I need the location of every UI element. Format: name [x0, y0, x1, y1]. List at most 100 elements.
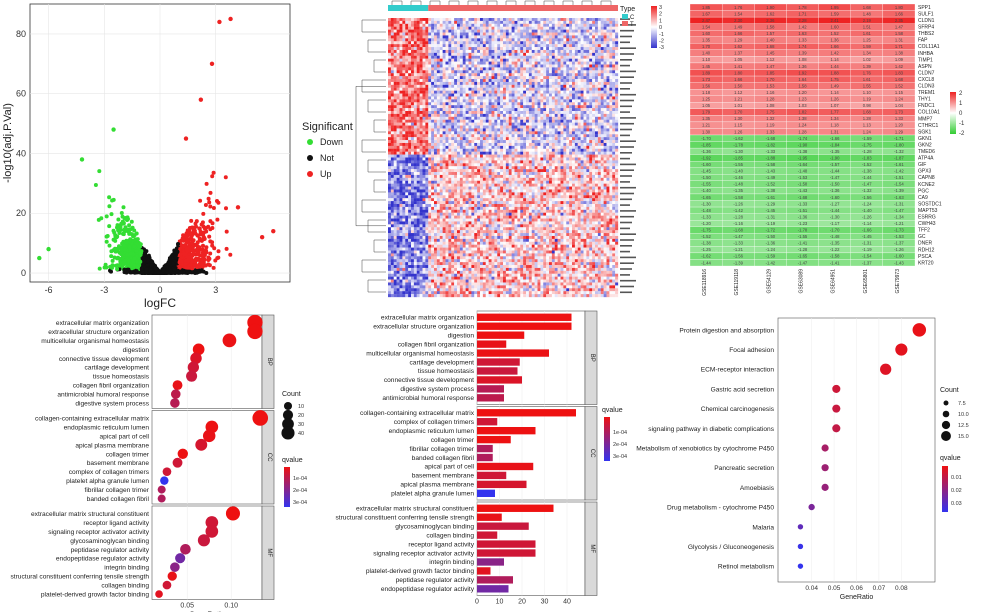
legend-swatch	[307, 155, 313, 161]
heatmap-cell	[531, 49, 535, 54]
volcano-point	[128, 237, 133, 242]
heatmap-cell	[549, 18, 553, 22]
heatmap-cell	[485, 38, 489, 42]
heatmap-cell	[485, 35, 489, 39]
heatmap-cell	[388, 41, 392, 45]
heatmap-cell	[580, 64, 584, 68]
volcano-point	[93, 183, 98, 187]
heatmap-cell	[557, 38, 561, 42]
volcano-point	[124, 217, 129, 221]
heatmap-cell	[411, 58, 415, 62]
heatmap-cell	[600, 70, 604, 74]
heatmap-cell	[563, 52, 567, 56]
heatmap-cell	[566, 99, 570, 103]
heatmap-cell	[388, 38, 392, 42]
heatmap-cell	[531, 84, 535, 88]
heatmap-cell	[514, 99, 518, 103]
heatmap-cell	[396, 47, 400, 51]
heatmap-cell	[419, 70, 423, 74]
heatmap-cell	[523, 41, 527, 45]
heatmap-cell	[451, 20, 455, 24]
heatmap-cell	[480, 41, 484, 45]
heatmap-cell	[517, 96, 521, 100]
heatmap-cell	[526, 67, 530, 71]
heatmap-cell	[566, 58, 570, 62]
heatmap-cell	[520, 49, 524, 54]
heatmap-cell	[434, 23, 438, 27]
heatmap-cell	[523, 44, 527, 48]
heatmap-cell	[425, 18, 429, 22]
heatmap-cell	[405, 67, 409, 71]
heatmap-cell	[534, 55, 538, 59]
heatmap-cell	[609, 58, 613, 62]
heatmap-cell	[454, 49, 458, 54]
heatmap-cell	[477, 23, 481, 27]
heatmap-cell	[603, 76, 607, 80]
heatmap-cell	[603, 64, 607, 68]
heatmap-cell	[560, 67, 564, 71]
heatmap-cell	[592, 26, 596, 30]
heatmap-cell	[459, 90, 463, 94]
heatmap-cell	[396, 73, 400, 77]
heatmap-cell	[477, 61, 481, 65]
heatmap-cell	[537, 76, 541, 80]
heatmap-cell	[480, 79, 484, 83]
heatmap-cell	[543, 61, 547, 65]
heatmap-cell	[589, 38, 593, 42]
heatmap-cell	[540, 61, 544, 65]
heatmap-cell	[402, 47, 406, 51]
heatmap-cell	[471, 67, 475, 71]
heatmap-cell	[408, 61, 412, 65]
heatmap-cell	[494, 20, 498, 24]
heatmap-cell	[526, 76, 530, 80]
heatmap-cell	[488, 84, 492, 88]
heatmap-cell	[480, 58, 484, 62]
heatmap-cell	[471, 70, 475, 74]
heatmap-cell	[586, 67, 590, 71]
heatmap-cell	[459, 99, 463, 103]
heatmap-cell	[534, 81, 538, 85]
heatmap-cell	[474, 102, 478, 106]
heatmap-cell	[419, 41, 423, 45]
volcano-point	[139, 266, 144, 271]
heatmap-cell	[600, 38, 604, 42]
heatmap-cell	[560, 18, 564, 22]
heatmap-cell	[428, 23, 432, 27]
heatmap-cell	[477, 35, 481, 39]
volcano-point	[117, 263, 122, 268]
volcano-point	[195, 265, 200, 269]
heatmap-cell	[580, 41, 584, 45]
heatmap-cell	[511, 20, 515, 24]
heatmap-cells	[388, 18, 619, 298]
heatmap-cell	[431, 96, 435, 100]
heatmap-cell	[600, 58, 604, 62]
heatmap-cell	[609, 76, 613, 80]
heatmap-cell	[480, 61, 484, 65]
heatmap-cell	[448, 96, 452, 100]
heatmap-cell	[514, 58, 518, 62]
heatmap-cell	[497, 93, 501, 97]
heatmap-cell	[514, 67, 518, 71]
heatmap-cell	[451, 90, 455, 94]
heatmap-cell	[600, 23, 604, 27]
heatmap-cell	[551, 44, 555, 48]
heatmap-cell	[609, 64, 613, 68]
heatmap-cell	[474, 38, 478, 42]
heatmap-cell	[405, 90, 409, 94]
x-tick-label: 0	[157, 285, 162, 295]
heatmap-cell	[592, 18, 596, 22]
heatmap-cell	[468, 61, 472, 65]
heatmap-cell	[609, 99, 613, 103]
heatmap-cell	[595, 18, 599, 22]
heatmap-cell	[592, 99, 596, 103]
heatmap-cell	[405, 102, 409, 106]
heatmap-cell	[566, 67, 570, 71]
heatmap-cell	[436, 35, 440, 39]
heatmap-cell	[462, 41, 466, 45]
heatmap-cell	[526, 87, 530, 91]
heatmap-cell	[419, 38, 423, 42]
heatmap-cell	[526, 29, 530, 33]
volcano-point	[121, 205, 126, 210]
heatmap-cell	[413, 87, 417, 91]
heatmap-cell	[595, 73, 599, 77]
